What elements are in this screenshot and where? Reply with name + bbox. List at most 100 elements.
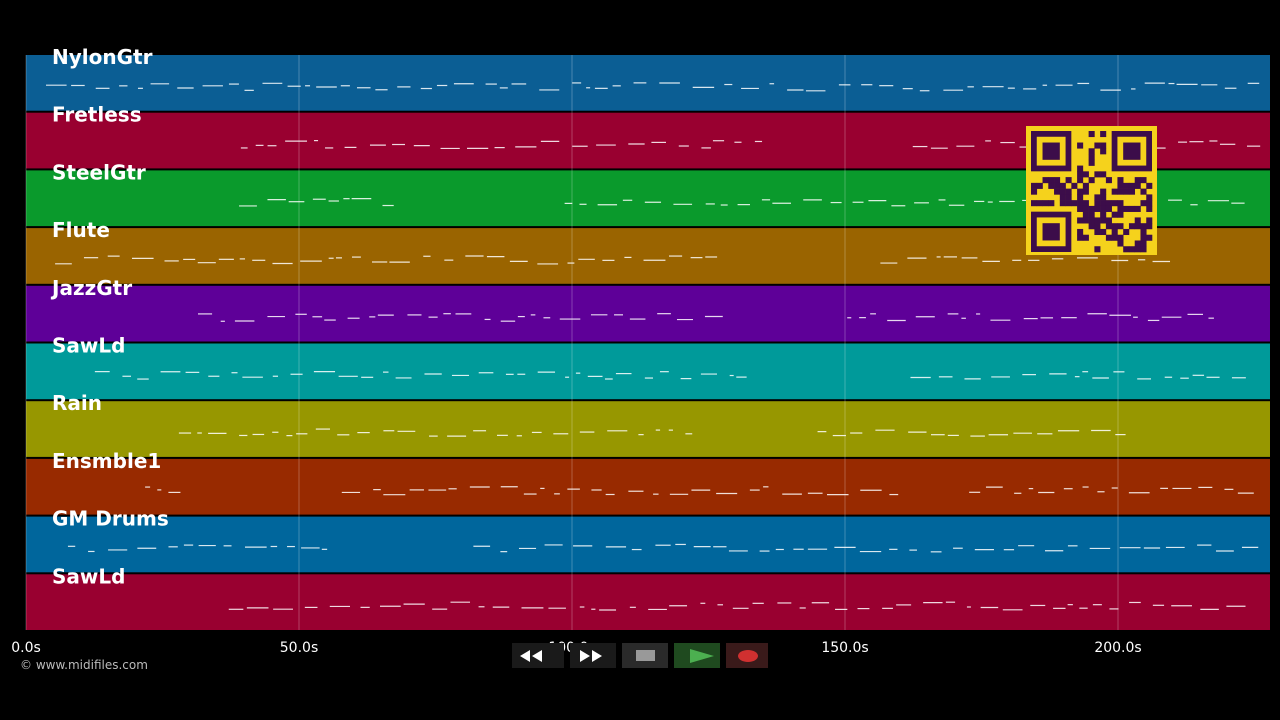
qr-module <box>1059 188 1066 195</box>
qr-module <box>1059 182 1066 189</box>
qr-module <box>1031 182 1038 189</box>
qr-module <box>1094 205 1101 212</box>
time-label: 0.0s <box>11 640 41 656</box>
qr-module <box>1082 182 1089 189</box>
qr-module <box>1140 240 1147 247</box>
qr-module <box>1077 234 1084 241</box>
qr-module <box>1088 211 1095 218</box>
qr-module <box>1100 200 1107 207</box>
qr-code <box>1026 126 1157 255</box>
qr-module <box>1105 223 1112 230</box>
qr-module <box>1059 194 1066 201</box>
qr-module <box>1036 182 1043 189</box>
qr-module <box>1134 205 1141 212</box>
qr-module <box>1088 159 1095 166</box>
track-name: SawLd <box>52 334 125 358</box>
qr-module <box>1077 188 1084 195</box>
qr-module <box>1146 200 1153 207</box>
qr-module <box>1140 234 1147 241</box>
qr-module <box>1117 234 1124 241</box>
qr-module <box>1140 223 1147 230</box>
track-name: Ensmble1 <box>52 449 161 473</box>
qr-module <box>1094 200 1101 207</box>
qr-module <box>1105 177 1112 184</box>
qr-module <box>1048 200 1055 207</box>
qr-module <box>1117 177 1124 184</box>
qr-module <box>1048 177 1055 184</box>
qr-module <box>1065 188 1072 195</box>
qr-module <box>1146 234 1153 241</box>
qr-module <box>1088 205 1095 212</box>
qr-module <box>1059 200 1066 207</box>
track-name: Fretless <box>52 103 142 127</box>
track-name: SteelGtr <box>52 160 146 184</box>
track-name: SawLd <box>52 564 125 588</box>
qr-module <box>1128 188 1136 195</box>
qr-module <box>1077 228 1084 236</box>
track-name: GM Drums <box>52 507 169 531</box>
qr-module <box>1117 223 1124 230</box>
qr-module <box>1031 188 1038 195</box>
qr-module <box>1128 246 1136 253</box>
qr-module <box>1146 217 1153 224</box>
stop-icon <box>636 650 655 661</box>
qr-module <box>1117 182 1124 189</box>
qr-module <box>1140 188 1147 195</box>
qr-module <box>1077 194 1084 201</box>
qr-module <box>1100 211 1107 218</box>
qr-module <box>1042 177 1049 184</box>
qr-module <box>1146 194 1153 201</box>
qr-module <box>1100 131 1107 138</box>
qr-module <box>1140 228 1147 236</box>
qr-module <box>1077 200 1084 207</box>
qr-module <box>1077 205 1084 212</box>
track-name: NylonGtr <box>52 45 153 69</box>
time-grid <box>25 55 1119 630</box>
qr-module <box>1088 131 1095 138</box>
qr-module <box>1117 240 1124 247</box>
credit: © www.midifiles.com <box>20 658 148 672</box>
qr-module <box>1088 148 1095 155</box>
qr-module <box>1042 200 1049 207</box>
qr-module <box>1082 171 1089 178</box>
qr-module <box>1105 234 1112 241</box>
qr-module <box>1088 217 1095 224</box>
qr-finder <box>1123 142 1141 160</box>
qr-finder <box>1042 223 1060 241</box>
qr-module <box>1054 182 1061 189</box>
qr-module <box>1134 177 1141 184</box>
forward-icon <box>580 650 602 662</box>
qr-module <box>1048 182 1055 189</box>
time-label: 150.0s <box>821 640 868 656</box>
qr-module <box>1134 240 1141 247</box>
record-icon <box>738 650 758 662</box>
qr-module <box>1082 234 1089 241</box>
qr-module <box>1100 142 1107 149</box>
qr-module <box>1082 200 1089 207</box>
qr-module <box>1123 188 1130 195</box>
qr-module <box>1082 211 1089 218</box>
qr-module <box>1111 228 1118 236</box>
transport-controls <box>512 643 768 668</box>
qr-module <box>1094 171 1101 178</box>
qr-module <box>1094 217 1101 224</box>
track-name: Flute <box>52 218 110 242</box>
track-lane <box>26 458 1270 515</box>
qr-module <box>1140 200 1147 207</box>
track-lane <box>26 285 1270 342</box>
time-label: 50.0s <box>280 640 318 656</box>
qr-module <box>1117 205 1124 212</box>
qr-module <box>1088 177 1095 184</box>
qr-module <box>1128 182 1136 189</box>
qr-module <box>1082 188 1089 195</box>
qr-module <box>1082 217 1089 224</box>
qr-module <box>1134 217 1141 224</box>
qr-module <box>1111 223 1118 230</box>
qr-module <box>1094 246 1101 253</box>
track-lane <box>26 343 1270 400</box>
qr-module <box>1094 228 1101 236</box>
time-label: 200.0s <box>1094 640 1141 656</box>
qr-module <box>1077 165 1084 172</box>
qr-module <box>1146 223 1153 230</box>
qr-module <box>1071 200 1078 207</box>
